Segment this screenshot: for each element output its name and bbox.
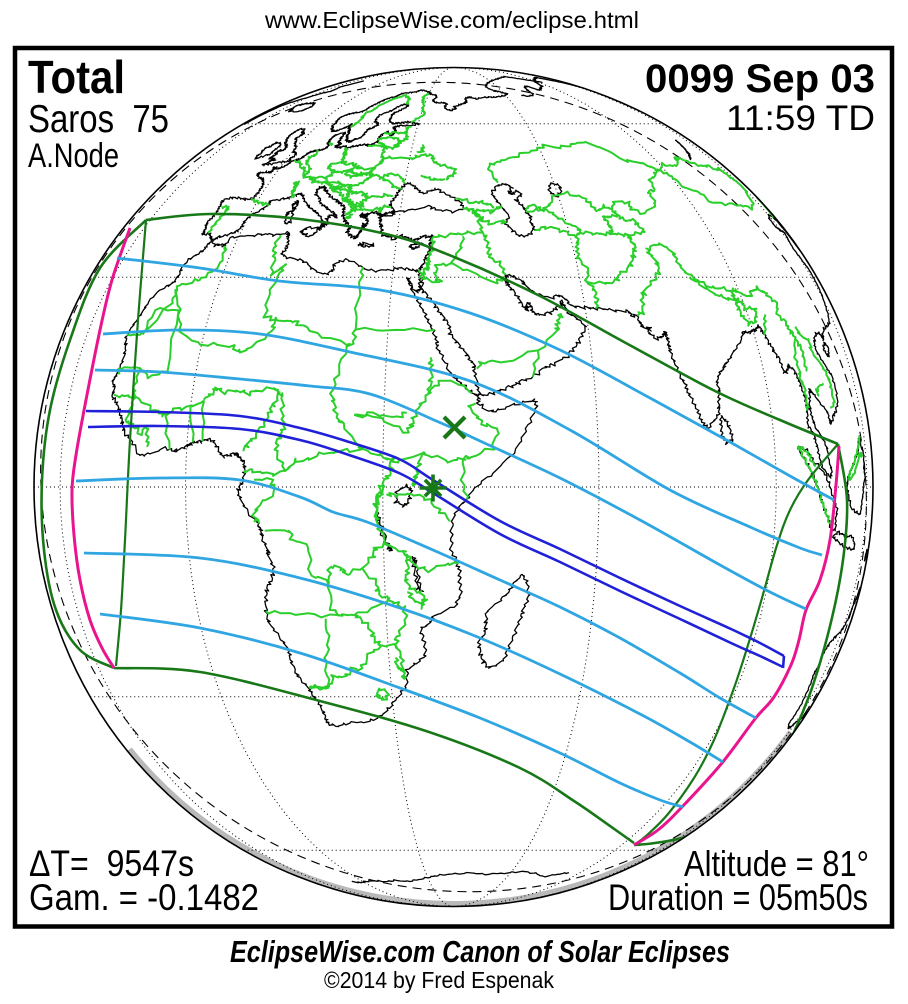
svg-text:www.EclipseWise.com/eclipse.ht: www.EclipseWise.com/eclipse.html xyxy=(264,7,639,33)
svg-text:Saros 75: Saros 75 xyxy=(28,98,169,141)
svg-text:©2014 by Fred Espenak: ©2014 by Fred Espenak xyxy=(324,967,554,993)
svg-text:0099 Sep 03: 0099 Sep 03 xyxy=(645,57,875,101)
svg-text:EclipseWise.com Canon of Solar: EclipseWise.com Canon of Solar Eclipses xyxy=(230,934,730,969)
svg-text:Gam. = -0.1482: Gam. = -0.1482 xyxy=(29,877,259,918)
svg-text:ΔT= 9547s: ΔT= 9547s xyxy=(29,843,194,884)
svg-text:A.Node: A.Node xyxy=(28,137,119,175)
svg-text:11:59 TD: 11:59 TD xyxy=(726,99,875,138)
svg-text:Total: Total xyxy=(28,51,125,103)
svg-text:Altitude = 81°: Altitude = 81° xyxy=(684,843,869,884)
svg-text:Duration = 05m50s: Duration = 05m50s xyxy=(608,877,868,918)
